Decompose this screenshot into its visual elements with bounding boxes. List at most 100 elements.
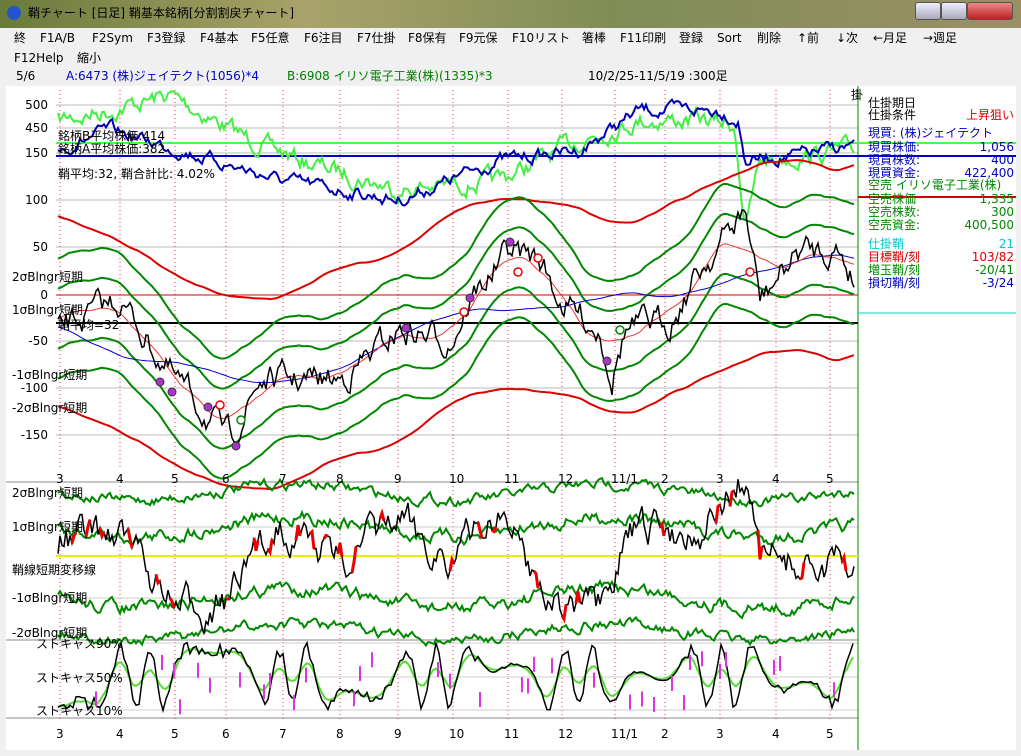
panel-marker: 掛 (851, 88, 864, 102)
osc-label: 2σBlngr短期 (12, 486, 83, 500)
osc-highlight (309, 528, 316, 549)
osc-highlight (756, 529, 764, 560)
menu-item[interactable]: 終 (14, 31, 27, 45)
signal-dot (231, 441, 241, 451)
close-button[interactable] (967, 2, 1013, 20)
bollinger-band (57, 272, 855, 450)
x-axis-label: 6 (222, 472, 230, 486)
panel-value: 21 (998, 237, 1014, 251)
menu-item[interactable]: F8保有 (408, 31, 447, 45)
x-axis-label: 11 (504, 472, 520, 486)
stoch-label: ストキャス90% (36, 637, 123, 651)
panel-label: 現買: (株)ジェイテクト (868, 126, 993, 140)
x-axis-label: 9 (394, 727, 402, 741)
panel-value: 1,056 (979, 140, 1014, 154)
minimize-button[interactable] (915, 2, 941, 20)
menu-item[interactable]: ↑前 (797, 31, 820, 45)
panel-label: 空売株数: (868, 205, 921, 219)
osc-highlight (322, 533, 329, 540)
x-axis-label: 4 (116, 727, 124, 741)
signal-dot (401, 323, 411, 333)
menu-item[interactable]: ←月足 (873, 31, 908, 45)
osc-highlight (294, 524, 302, 541)
x-axis-label: 12 (558, 472, 574, 486)
menu-item[interactable]: F7仕掛 (357, 31, 396, 45)
menu-item[interactable]: ↓次 (836, 31, 859, 45)
osc-highlight (560, 604, 568, 624)
signal-ring (533, 253, 543, 263)
osc-highlight (574, 591, 582, 604)
osc-highlight (84, 519, 92, 537)
osc-highlight (799, 562, 806, 581)
x-axis-label: 11/1 (611, 727, 638, 741)
chart-annotation: 銘柄B平均株価:414 (58, 129, 166, 143)
signal-ring (745, 267, 755, 277)
chart-annotation: 鞘平均=32 (58, 318, 120, 332)
menu-item[interactable]: F3登録 (147, 31, 186, 45)
chart-annotation: 2σBlngr短期 (12, 270, 83, 284)
menu-item[interactable]: F11印刷 (620, 31, 667, 45)
x-axis-label: 3 (716, 472, 724, 486)
menu-item[interactable]: 箸棒 (582, 31, 607, 45)
panel-value: 400 (991, 153, 1014, 167)
panel-label: 現買株数: (868, 153, 921, 167)
osc-highlight (728, 489, 735, 507)
panel-label: 仕掛条件 (868, 108, 917, 122)
price-b-line (57, 89, 855, 221)
osc-highlight (840, 551, 848, 571)
panel-label: 増玉鞘/刻 (868, 263, 921, 277)
osc-band (57, 578, 855, 620)
panel-label: 損切鞘/刻 (868, 276, 921, 290)
menu-item[interactable]: 登録 (679, 31, 704, 45)
signal-dot (465, 293, 475, 303)
signal-ring (615, 325, 625, 335)
menu-item[interactable]: F6注目 (304, 31, 343, 45)
y-axis-label: 150 (25, 146, 48, 160)
signal-ring (459, 307, 469, 317)
osc-band (57, 509, 855, 548)
x-axis-label: 5 (171, 472, 179, 486)
window-title: 鞘チャート [日足] 鞘基本銘柄[分割割戻チャート] (28, 6, 295, 20)
y-axis-label: -50 (28, 334, 48, 348)
x-axis-label: 10 (449, 727, 465, 741)
menu-item[interactable]: 削除 (757, 31, 782, 45)
x-axis-label: 5 (826, 472, 834, 486)
y-axis-label: 450 (25, 121, 48, 135)
menu-item[interactable]: F5任意 (251, 31, 290, 45)
osc-highlight (378, 508, 386, 522)
x-axis-label: 10 (449, 472, 465, 486)
x-axis-label: 6 (222, 727, 230, 741)
menu-item[interactable]: 縮小 (77, 51, 102, 65)
x-axis-label: 12 (558, 727, 574, 741)
menu-item[interactable]: Sort (717, 31, 742, 45)
signal-dot (167, 387, 177, 397)
menu-item[interactable]: F12Help (14, 51, 64, 65)
panel-label: 空売 イリソ電子工業(株) (868, 178, 1002, 192)
osc-highlight (350, 546, 358, 574)
menu-item[interactable]: F1A/B (40, 31, 76, 45)
y-axis-label: 0 (40, 288, 48, 302)
osc-band (57, 615, 855, 648)
osc-highlight (266, 539, 274, 557)
panel-label: 空売資金: (868, 218, 921, 232)
panel-value: -20/41 (975, 263, 1014, 277)
y-axis-label: 50 (32, 240, 48, 254)
osc-highlight (532, 570, 540, 589)
menu-item[interactable]: F4基本 (200, 31, 239, 45)
menu-item[interactable]: F10リスト (512, 31, 571, 45)
panel-value: 上昇狙い (965, 108, 1014, 122)
chart-annotation: -2σBlngr短期 (12, 401, 88, 415)
stoch-fast (57, 640, 854, 714)
moving-average (57, 254, 855, 384)
menu-item[interactable]: →週足 (923, 31, 958, 45)
panel-label: 目標鞘/刻 (868, 250, 921, 264)
chart-area (6, 86, 1016, 750)
maximize-button[interactable] (941, 2, 967, 20)
menu-item[interactable]: F9元保 (459, 31, 498, 45)
panel-value: 103/82 (971, 250, 1014, 264)
menu-item[interactable]: F2Sym (92, 31, 133, 45)
x-axis-label: 4 (772, 472, 780, 486)
osc-highlight (476, 521, 484, 539)
y-axis-label: -100 (20, 381, 48, 395)
